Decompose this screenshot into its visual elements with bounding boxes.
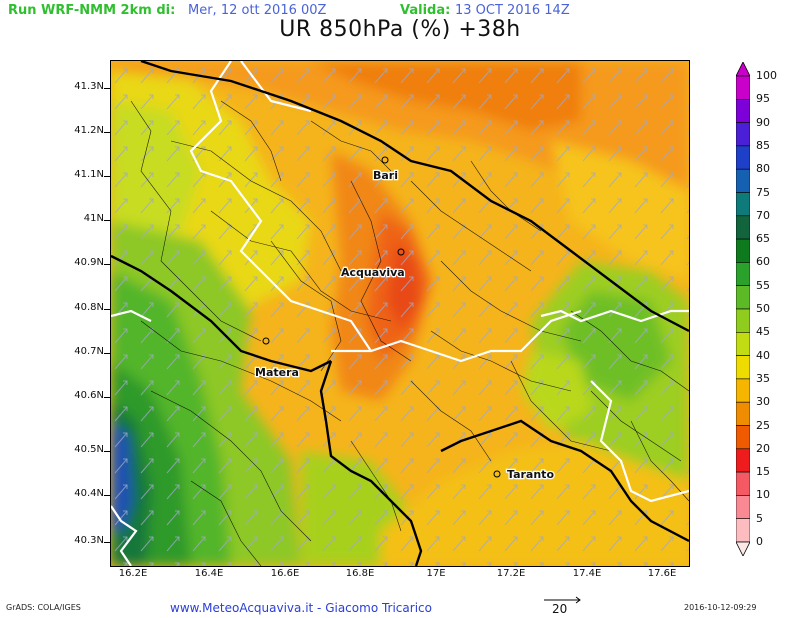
y-tick-label: 41.1N [74,169,104,180]
x-tick-label: 16.6E [270,568,300,579]
colorbar-label: 65 [756,232,770,246]
city-label-bari: Bari [373,169,398,182]
colorbar-label: 90 [756,115,770,129]
humidity-field: Bari Acquaviva Matera Taranto [111,61,689,566]
colorbar-segment [736,518,750,543]
colorbar-segment [736,98,750,123]
y-tick-mark [104,132,110,133]
colorbar-label: 30 [756,395,770,409]
colorbar-label: 55 [756,278,770,292]
city-bari: Bari [372,156,399,183]
y-tick-mark [104,451,110,452]
colorbar-segment [736,75,750,100]
run-date: Mer, 12 ott 2016 00Z [188,3,327,18]
y-tick-label: 40.7N [74,346,104,357]
city-label-acquaviva: Acquaviva [341,266,405,279]
y-tick-label: 41.3N [74,81,104,92]
colorbar-segment [736,308,750,333]
colorbar-segment [736,122,750,147]
colorbar-label: 95 [756,92,770,106]
colorbar-label: 85 [756,138,770,152]
colorbar-segment [736,471,750,496]
y-tick-label: 41N [83,213,104,224]
colorbar-label: 20 [756,441,770,455]
footer-timestamp: 2016-10-12-09:29 [684,603,757,612]
city-acquaviva: Acquaviva [340,248,406,280]
colorbar-top-cap [736,62,750,77]
colorbar-label: 45 [756,325,770,339]
colorbar-segment [736,355,750,380]
colorbar-label: 40 [756,348,770,362]
y-tick-mark [104,309,110,310]
colorbar-segment [736,285,750,310]
map-title: UR 850hPa (%) +38h [279,17,521,42]
x-tick-label: 17.4E [572,568,602,579]
colorbar-segment [736,192,750,217]
y-tick-label: 40.8N [74,302,104,313]
x-tick-label: 16.2E [118,568,148,579]
colorbar-label: 60 [756,255,770,269]
humidity-map: Bari Acquaviva Matera Taranto [110,60,690,567]
footer-credit: GrADS: COLA/IGES [6,603,81,612]
x-tick-label: 17E [426,568,446,579]
colorbar-label: 0 [756,535,763,548]
valid-label: Valida: [400,3,451,18]
y-tick-mark [104,88,110,89]
x-tick-label: 16.8E [345,568,375,579]
y-tick-mark [104,495,110,496]
colorbar-label: 15 [756,465,770,479]
colorbar-segment [736,262,750,286]
colorbar-label: 50 [756,302,770,315]
city-matera: Matera [254,337,300,380]
reference-arrow-icon [544,596,581,604]
y-tick-mark [104,176,110,177]
x-tick-label: 17.2E [496,568,526,579]
y-tick-mark [104,542,110,543]
run-label: Run WRF-NMM 2km di: [8,3,176,18]
colorbar-bottom-cap [736,541,750,556]
x-tick-label: 16.4E [194,568,224,579]
colorbar-segment [736,168,750,193]
colorbar-segment [736,425,750,450]
colorbar-label: 75 [756,185,770,199]
colorbar-label: 35 [756,371,770,385]
colorbar-label: 5 [756,511,763,525]
y-tick-mark [104,397,110,398]
colorbar-segment [736,378,750,403]
y-tick-label: 40.4N [74,488,104,499]
colorbar-label: 25 [756,418,770,432]
colorbar-segment [736,401,750,426]
colorbar-label: 80 [756,162,770,176]
y-tick-label: 40.9N [74,257,104,268]
colorbar-segment [736,495,750,519]
city-taranto: Taranto [493,467,556,482]
colorbar [736,62,750,556]
y-tick-label: 40.3N [74,535,104,546]
x-tick-label: 17.6E [647,568,677,579]
colorbar-segment [736,145,750,170]
y-tick-mark [104,264,110,265]
y-tick-label: 40.5N [74,444,104,455]
colorbar-label: 70 [756,208,770,222]
y-tick-mark [104,220,110,221]
y-tick-label: 41.2N [74,125,104,136]
valid-date: 13 OCT 2016 14Z [455,3,570,18]
colorbar-segment [736,215,750,240]
colorbar-label: 10 [756,488,770,502]
colorbar-label: 100 [756,69,777,82]
city-label-matera: Matera [255,366,299,379]
colorbar-segment [736,331,750,356]
y-tick-label: 40.6N [74,390,104,401]
footer-website[interactable]: www.MeteoAcquaviva.it - Giacomo Tricaric… [170,601,432,615]
colorbar-segment [736,448,750,473]
city-label-taranto: Taranto [507,468,554,481]
reference-vector-value: 20 [552,602,568,616]
y-tick-mark [104,353,110,354]
colorbar-segment [736,238,750,263]
